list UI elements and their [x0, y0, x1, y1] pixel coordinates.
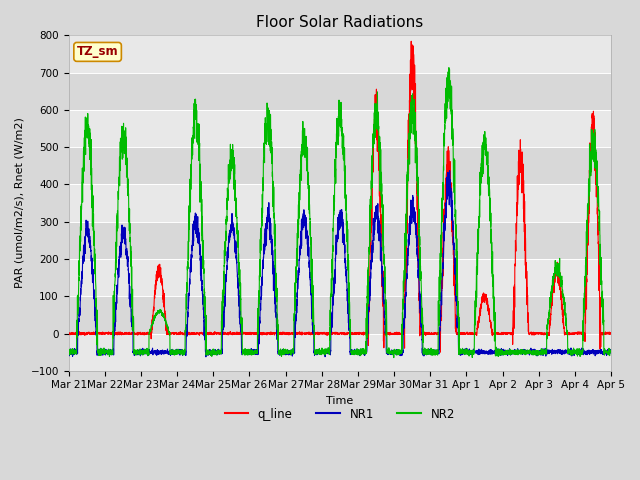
NR1	[607, 349, 615, 355]
NR2	[607, 349, 614, 355]
q_line	[607, 331, 615, 336]
Bar	[68, 110, 611, 147]
NR2	[445, 65, 452, 71]
NR2	[319, 349, 327, 355]
NR2	[431, 351, 439, 357]
NR1	[446, 168, 454, 174]
q_line	[607, 330, 614, 336]
Title: Floor Solar Radiations: Floor Solar Radiations	[256, 15, 424, 30]
NR2	[390, 355, 397, 360]
Bar	[68, 147, 611, 184]
Line: NR1: NR1	[68, 171, 611, 357]
q_line	[163, 328, 170, 334]
NR2	[461, 350, 469, 356]
Bar	[68, 184, 611, 222]
Bar	[68, 296, 611, 334]
NR2	[163, 322, 170, 327]
NR1	[65, 351, 72, 357]
NR2	[492, 353, 500, 359]
Y-axis label: PAR (umol/m2/s), Rnet (W/m2): PAR (umol/m2/s), Rnet (W/m2)	[15, 118, 25, 288]
Bar	[68, 222, 611, 259]
NR1	[163, 350, 170, 356]
q_line	[65, 330, 72, 336]
q_line	[431, 331, 439, 336]
NR2	[65, 349, 72, 355]
q_line	[492, 331, 500, 336]
NR1	[202, 354, 210, 360]
Bar	[68, 334, 611, 371]
q_line	[461, 331, 469, 337]
Bar	[68, 36, 611, 72]
q_line	[436, 349, 444, 355]
NR1	[492, 349, 500, 355]
q_line	[408, 38, 415, 44]
q_line	[319, 331, 327, 336]
Bar	[68, 72, 611, 110]
Bar	[68, 259, 611, 296]
NR2	[607, 349, 615, 355]
X-axis label: Time: Time	[326, 396, 353, 406]
NR1	[320, 348, 328, 354]
Line: NR2: NR2	[68, 68, 611, 358]
NR1	[461, 348, 469, 354]
NR1	[607, 348, 614, 354]
Legend: q_line, NR1, NR2: q_line, NR1, NR2	[220, 403, 460, 425]
NR1	[431, 348, 439, 354]
Text: TZ_sm: TZ_sm	[77, 46, 118, 59]
Line: q_line: q_line	[68, 41, 611, 352]
